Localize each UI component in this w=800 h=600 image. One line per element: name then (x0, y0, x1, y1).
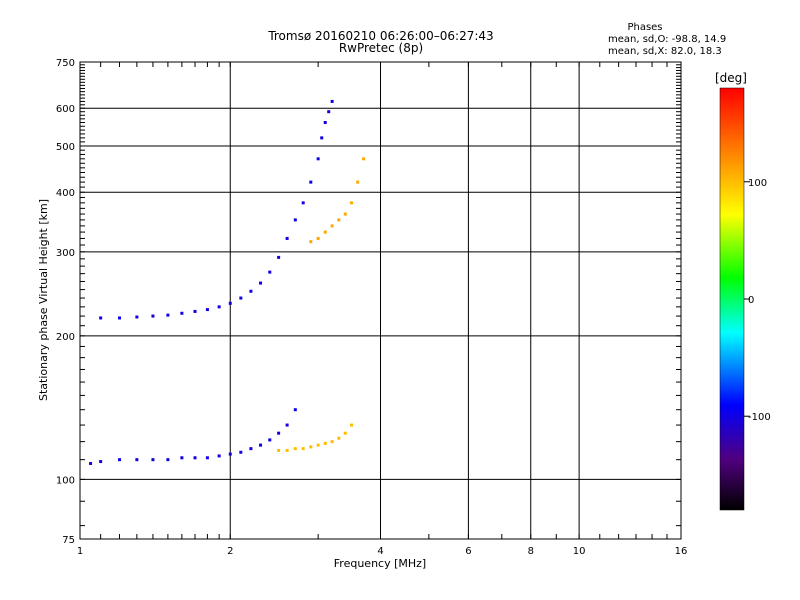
data-point (301, 201, 305, 205)
data-point (249, 289, 253, 293)
y-axis: 75 100 200 300 400 500 600 750 (56, 58, 681, 546)
data-point (320, 136, 324, 140)
y-tick-label: 100 (56, 475, 75, 486)
data-point (356, 180, 360, 184)
data-point (362, 157, 366, 161)
data-point (228, 301, 232, 305)
data-point (217, 305, 221, 309)
phase-info-o: mean, sd,O: -98.8, 14.9 (608, 34, 726, 45)
data-point (323, 121, 327, 125)
data-point (205, 456, 209, 460)
data-point (205, 308, 209, 312)
data-point (180, 456, 184, 460)
colorbar-tick-label: -100 (748, 412, 771, 423)
data-point (180, 311, 184, 315)
data-point (323, 441, 327, 445)
data-point (323, 230, 327, 234)
data-point (285, 448, 289, 452)
colorbar-ticks: 100 0 -100 (744, 178, 771, 423)
y-tick-label: 400 (56, 188, 75, 199)
data-point (293, 218, 297, 222)
y-tick-label: 75 (62, 535, 75, 546)
y-tick-label: 750 (56, 58, 75, 69)
x-tick-label: 6 (465, 546, 471, 557)
x-tick-label: 2 (227, 546, 233, 557)
data-point (151, 314, 155, 318)
x-tick-label: 10 (573, 546, 586, 557)
data-point (285, 423, 289, 427)
colorbar (719, 87, 745, 511)
x-tick-label: 16 (675, 546, 688, 557)
data-point (337, 436, 341, 440)
data-point (166, 458, 170, 462)
data-point (193, 309, 197, 313)
y-tick-label: 200 (56, 332, 75, 343)
chart-title: Tromsø 20160210 06:26:00–06:27:43 (267, 29, 493, 43)
data-point (99, 316, 103, 320)
data-point (135, 315, 139, 319)
phase-info-x: mean, sd,X: 82.0, 18.3 (608, 46, 722, 57)
y-tick-label: 500 (56, 142, 75, 153)
data-point (277, 431, 281, 435)
data-point (316, 443, 320, 447)
data-point (277, 255, 281, 259)
data-point (285, 236, 289, 240)
data-point (293, 447, 297, 451)
data-point (343, 212, 347, 216)
data-point (350, 423, 354, 427)
data-point (301, 447, 305, 451)
grid-lines (80, 62, 681, 539)
x-tick-label: 4 (377, 546, 383, 557)
data-point (249, 447, 253, 451)
data-points (89, 99, 366, 465)
data-point (89, 461, 93, 465)
data-point (166, 313, 170, 317)
data-point (327, 110, 331, 114)
data-point (99, 460, 103, 464)
data-point (217, 454, 221, 458)
colorbar-label: [deg] (715, 71, 747, 85)
y-tick-label: 600 (56, 104, 75, 115)
data-point (135, 458, 139, 462)
data-point (350, 201, 354, 205)
data-point (259, 281, 263, 285)
y-axis-label: Stationary phase Virtual Height [km] (37, 199, 50, 401)
data-point (330, 224, 334, 228)
x-tick-label: 1 (77, 546, 83, 557)
x-axis-label: Frequency [MHz] (334, 557, 426, 570)
data-point (268, 270, 272, 274)
data-point (316, 236, 320, 240)
data-point (309, 445, 313, 449)
data-point (316, 157, 320, 161)
data-point (277, 448, 281, 452)
data-point (259, 443, 263, 447)
data-point (343, 431, 347, 435)
data-point (239, 296, 243, 300)
x-axis: 1 2 4 6 8 10 16 (77, 62, 688, 557)
colorbar-tick-label: 100 (748, 178, 767, 189)
data-point (330, 440, 334, 444)
data-point (337, 218, 341, 222)
data-point (193, 456, 197, 460)
data-point (239, 450, 243, 454)
data-point (309, 180, 313, 184)
data-point (330, 99, 334, 103)
data-point (309, 240, 313, 244)
chart-subtitle: RwPretec (8p) (339, 41, 423, 55)
data-point (228, 452, 232, 456)
x-tick-label: 8 (528, 546, 534, 557)
data-point (118, 458, 122, 462)
phase-info-title: Phases (627, 22, 662, 33)
data-point (293, 408, 297, 412)
data-point (118, 316, 122, 320)
data-point (268, 438, 272, 442)
data-point (151, 458, 155, 462)
colorbar-tick-label: 0 (748, 295, 754, 306)
y-tick-label: 300 (56, 248, 75, 259)
